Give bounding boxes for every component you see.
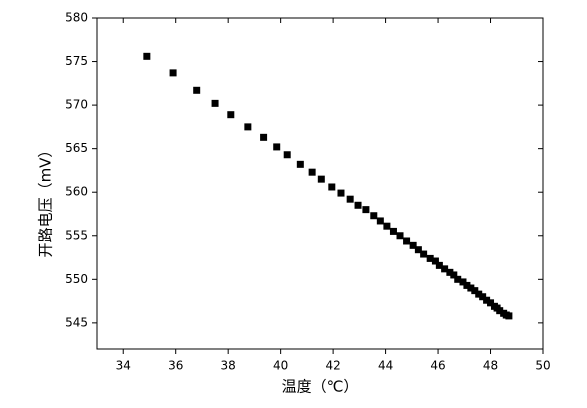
point	[328, 183, 336, 191]
point	[273, 143, 281, 151]
x-tick-label: 44	[378, 359, 393, 373]
x-tick-label: 48	[483, 359, 498, 373]
y-axis-title: 开路电压（mV）	[37, 143, 55, 258]
point	[346, 195, 354, 203]
point	[227, 111, 235, 119]
point	[426, 254, 434, 262]
point	[471, 287, 479, 295]
y-tick-label: 565	[65, 141, 88, 155]
point	[354, 201, 362, 209]
point	[479, 293, 487, 301]
point	[143, 52, 151, 60]
point	[403, 237, 411, 245]
point	[475, 290, 483, 298]
point	[396, 232, 404, 240]
x-tick-label: 46	[430, 359, 445, 373]
point	[370, 212, 378, 220]
x-tick-label: 38	[221, 359, 236, 373]
point	[446, 268, 454, 276]
point	[454, 275, 462, 283]
y-tick-label: 580	[65, 11, 88, 25]
point	[441, 265, 449, 273]
point	[383, 222, 391, 230]
point	[296, 160, 304, 168]
point	[496, 307, 504, 315]
point	[505, 312, 513, 320]
point	[435, 261, 443, 269]
y-tick-label: 570	[65, 98, 88, 112]
point	[283, 151, 291, 159]
x-tick-label: 42	[325, 359, 340, 373]
point	[308, 168, 316, 176]
x-axis-title: 温度（℃）	[282, 378, 359, 396]
point	[260, 133, 268, 141]
point	[467, 284, 475, 292]
point	[431, 257, 439, 265]
x-tick-label: 36	[168, 359, 183, 373]
point	[414, 246, 422, 254]
x-tick-label: 50	[535, 359, 550, 373]
point	[376, 217, 384, 225]
point	[463, 281, 471, 289]
point	[244, 123, 252, 131]
y-tick-label: 545	[65, 315, 88, 329]
point	[420, 250, 428, 258]
point	[450, 271, 458, 279]
point	[169, 69, 177, 77]
y-tick-label: 555	[65, 228, 88, 242]
point	[362, 206, 370, 214]
point	[337, 189, 345, 197]
x-tick-label: 34	[116, 359, 131, 373]
y-tick-label: 550	[65, 272, 88, 286]
point	[409, 241, 417, 249]
point	[389, 227, 397, 235]
plot-frame	[96, 17, 544, 350]
point	[211, 99, 219, 107]
x-tick-label: 40	[273, 359, 288, 373]
point	[483, 296, 491, 304]
y-tick-label: 560	[65, 185, 88, 199]
point	[317, 175, 325, 183]
point	[193, 86, 201, 94]
point	[487, 299, 495, 307]
y-tick-label: 575	[65, 54, 88, 68]
point	[459, 278, 467, 286]
